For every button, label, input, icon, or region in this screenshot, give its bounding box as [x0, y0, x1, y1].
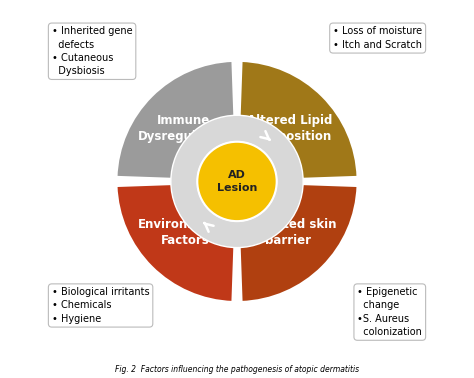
Wedge shape [116, 181, 237, 302]
Wedge shape [237, 60, 358, 181]
Text: Altered Lipid
Composition: Altered Lipid Composition [247, 114, 333, 143]
Text: Disrupted skin
barrier: Disrupted skin barrier [240, 218, 337, 247]
Wedge shape [237, 181, 358, 302]
Wedge shape [116, 60, 237, 181]
Text: • Biological irritants
• Chemicals
• Hygiene: • Biological irritants • Chemicals • Hyg… [52, 287, 149, 324]
Text: AD
Lesion: AD Lesion [217, 170, 257, 193]
Text: Immune
Dysregulation: Immune Dysregulation [137, 114, 230, 143]
Text: • Epigenetic
  change
•S. Aureus
  colonization: • Epigenetic change •S. Aureus colonizat… [357, 287, 422, 337]
Text: • Loss of moisture
• Itch and Scratch: • Loss of moisture • Itch and Scratch [333, 26, 422, 50]
Wedge shape [171, 115, 303, 248]
Text: Fig. 2  Factors influencing the pathogenesis of atopic dermatitis: Fig. 2 Factors influencing the pathogene… [115, 365, 359, 374]
Text: Environmental
Factors: Environmental Factors [137, 218, 234, 247]
Text: • Inherited gene
  defects
• Cutaneous
  Dysbiosis: • Inherited gene defects • Cutaneous Dys… [52, 26, 132, 76]
Circle shape [197, 142, 277, 221]
